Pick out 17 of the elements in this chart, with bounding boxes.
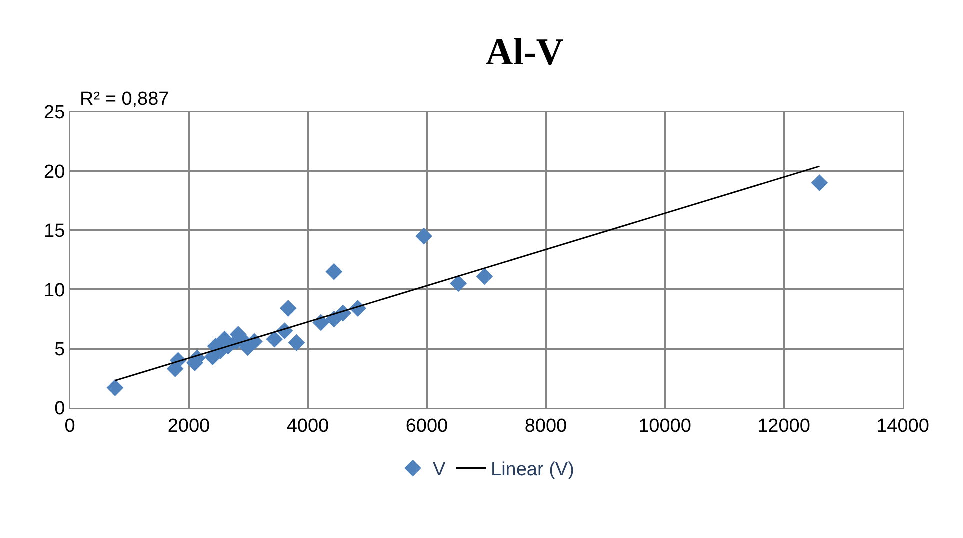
y-tick-label: 20 [44, 162, 66, 183]
legend-label: V [433, 460, 446, 481]
y-tick-label: 15 [44, 221, 66, 242]
x-tick-label: 2000 [168, 416, 210, 437]
x-tick-label: 6000 [406, 416, 448, 437]
x-tick-label: 8000 [524, 416, 568, 437]
text: R² = 0,887 [80, 89, 170, 110]
y-tick-label: 0 [54, 398, 66, 420]
legend-label: Linear (V) [491, 460, 574, 481]
chart-title: Al-V [486, 31, 564, 74]
x-tick-label: 14000 [876, 416, 930, 437]
x-tick-label: 12000 [758, 416, 810, 437]
x-tick-label: 4000 [286, 416, 330, 437]
y-tick-label: 10 [44, 280, 66, 302]
x-tick-label: 10000 [638, 416, 692, 437]
y-tick-label: 25 [44, 102, 66, 124]
y-tick-label: 5 [54, 339, 66, 360]
